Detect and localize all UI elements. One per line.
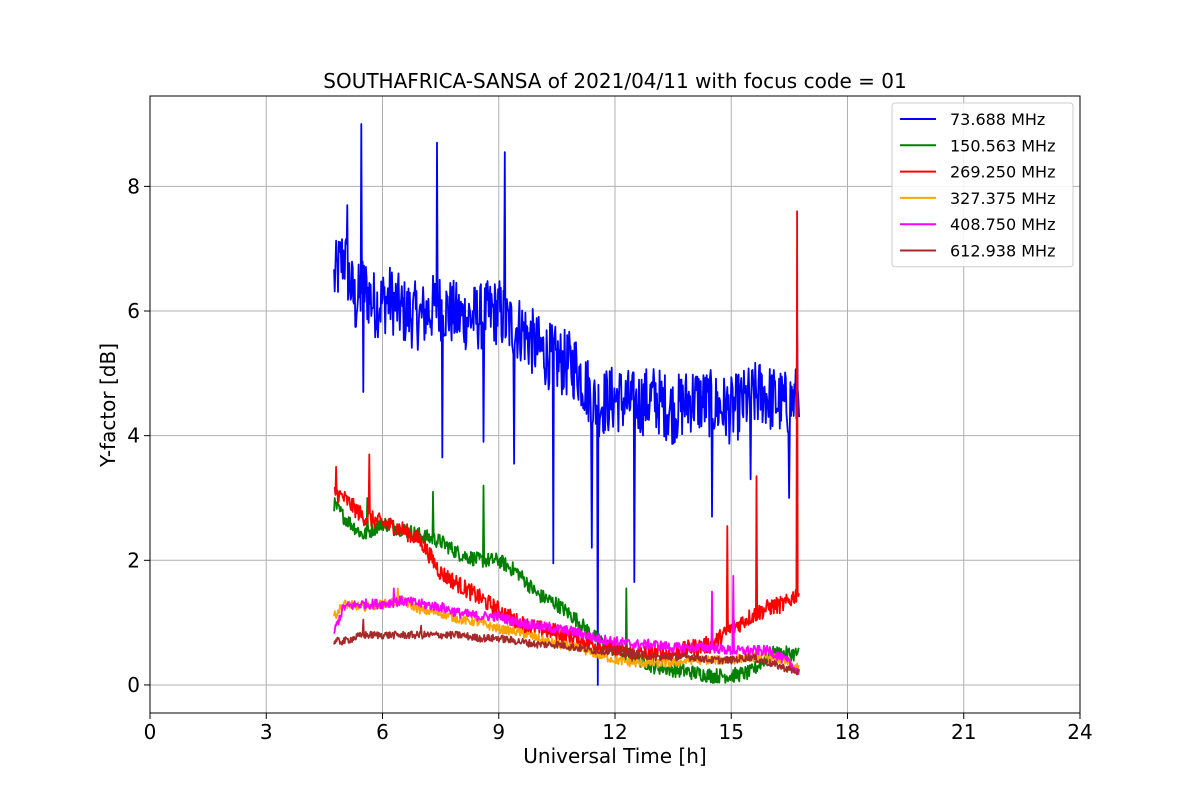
- x-tick-label: 0: [144, 720, 157, 744]
- series-line: [333, 618, 800, 676]
- x-axis-label: Universal Time [h]: [523, 744, 706, 768]
- x-tick-label: 18: [835, 720, 860, 744]
- y-tick-label: 6: [127, 299, 140, 323]
- legend-label: 408.750 MHz: [950, 215, 1055, 234]
- plot-area: [333, 123, 800, 686]
- legend-label: 327.375 MHz: [950, 189, 1055, 208]
- legend-box: [891, 102, 1074, 268]
- y-tick-label: 4: [127, 424, 140, 448]
- y-tick-label: 0: [127, 673, 140, 697]
- x-tick-label: 15: [719, 720, 744, 744]
- y-axis: 0 2 4 6 8: [127, 174, 150, 697]
- y-axis-label: Y-factor [dB]: [96, 343, 120, 468]
- legend-label: 150.563 MHz: [950, 136, 1055, 155]
- series-line: [333, 575, 800, 675]
- x-tick-label: 24: [1067, 720, 1092, 744]
- x-tick-label: 6: [376, 720, 389, 744]
- y-tick-label: 8: [127, 174, 140, 198]
- series-line: [333, 123, 800, 686]
- legend-label: 269.250 MHz: [950, 163, 1055, 182]
- x-tick-label: 9: [492, 720, 505, 744]
- legend: 73.688 MHz 150.563 MHz 269.250 MHz 327.375 …: [891, 102, 1074, 268]
- chart-title: SOUTHAFRICA-SANSA of 2021/04/11 with foc…: [323, 69, 907, 93]
- x-axis: 0 3 6 9 12 15 18 21 24: [144, 713, 1093, 744]
- x-tick-label: 3: [260, 720, 273, 744]
- legend-label: 73.688 MHz: [950, 110, 1045, 129]
- x-tick-label: 21: [951, 720, 976, 744]
- y-tick-label: 2: [127, 548, 140, 572]
- legend-label: 612.938 MHz: [950, 242, 1055, 261]
- x-tick-label: 12: [602, 720, 627, 744]
